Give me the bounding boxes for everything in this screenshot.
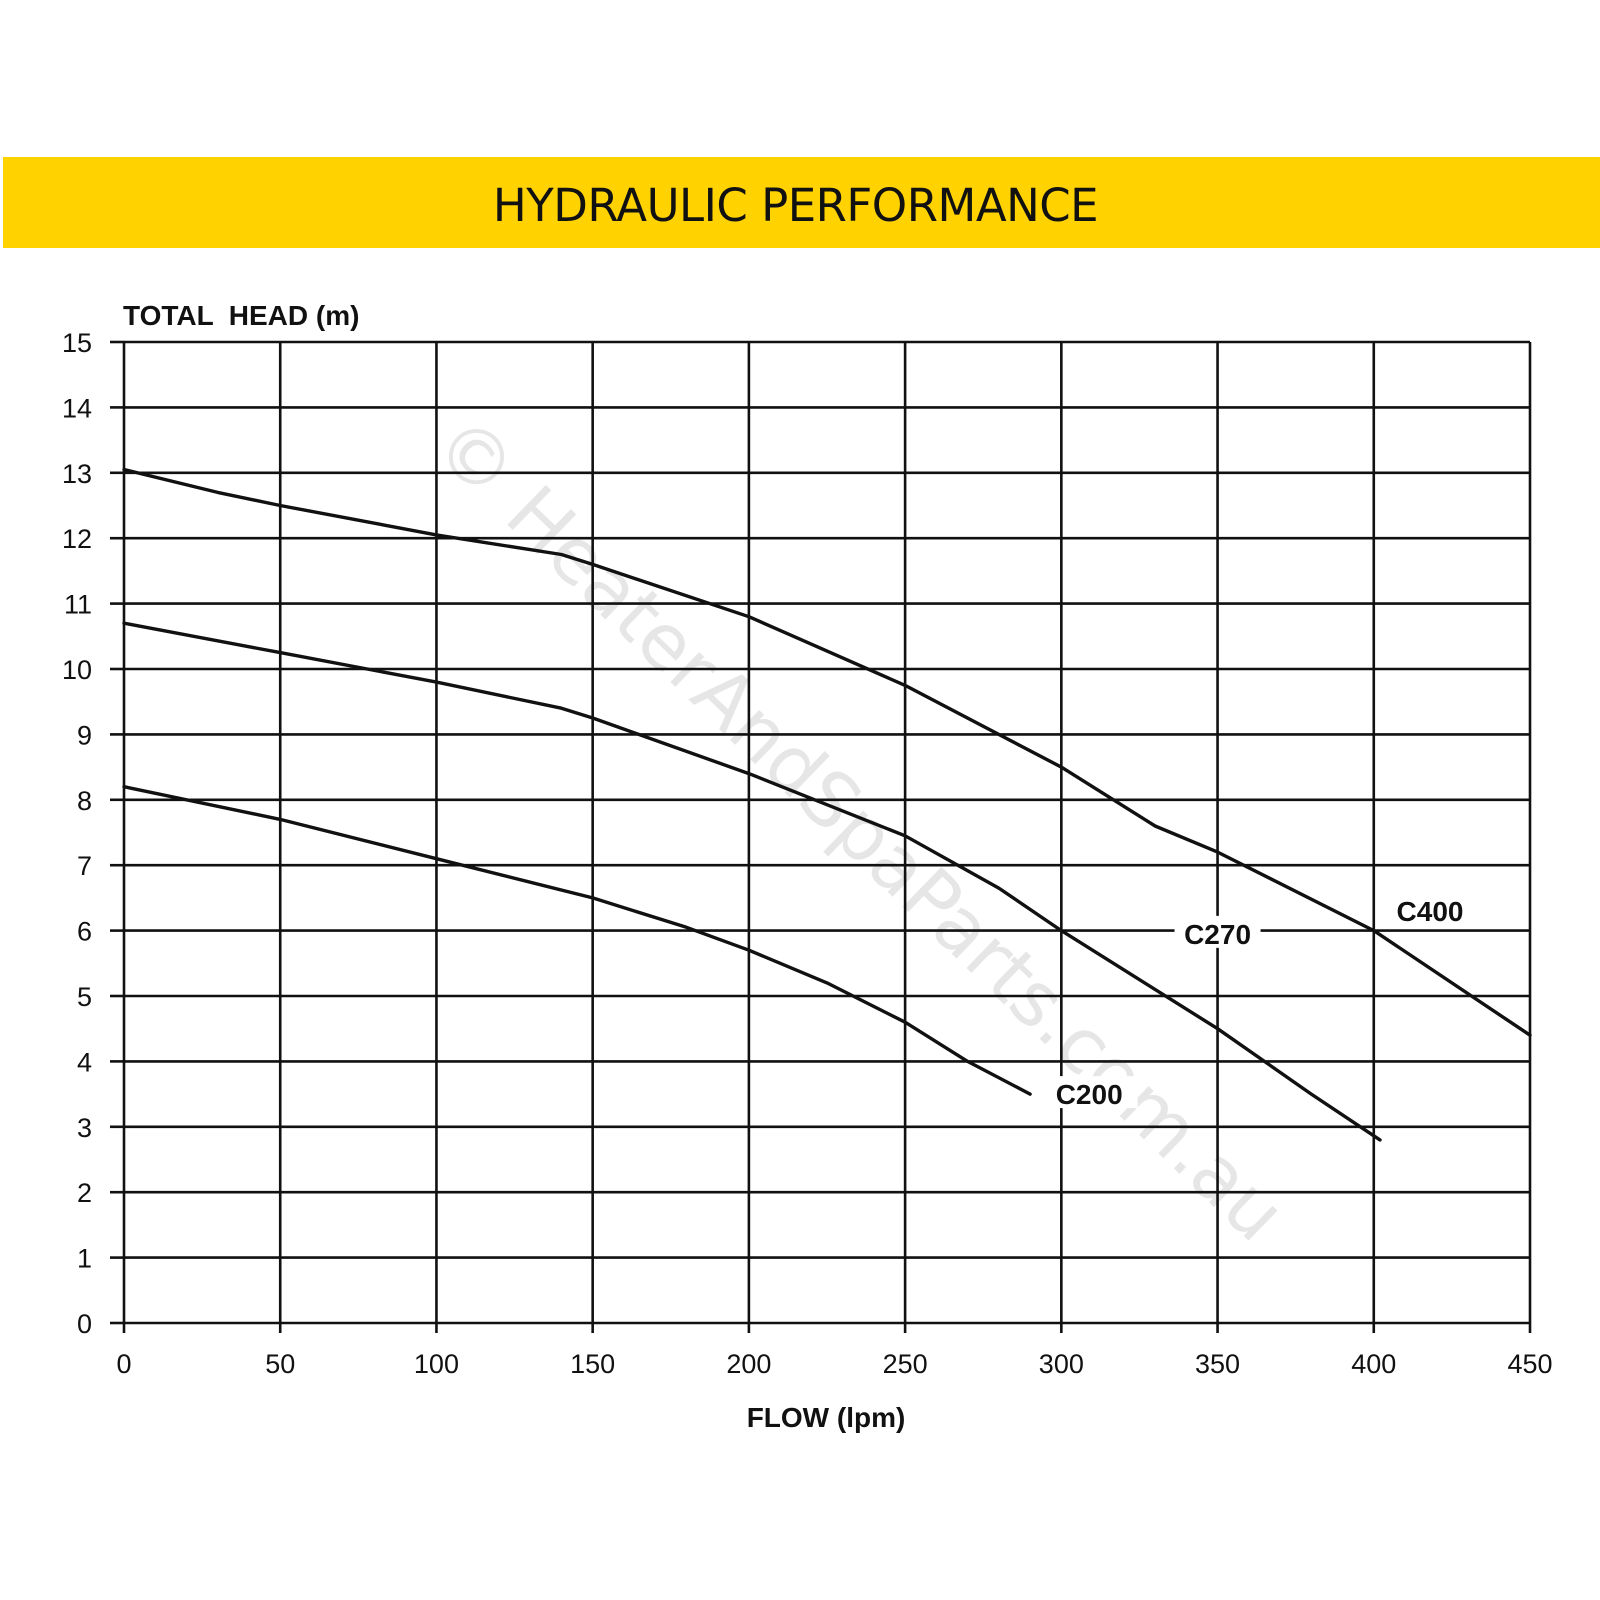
x-tick-label: 300 (1039, 1349, 1084, 1379)
y-tick-label: 13 (62, 459, 92, 489)
y-tick-label: 6 (77, 917, 92, 947)
y-tick-label: 2 (77, 1178, 92, 1208)
y-tick-label: 9 (77, 720, 92, 750)
title-banner: HYDRAULIC PERFORMANCE (3, 157, 1600, 248)
y-tick-label: 15 (62, 328, 92, 358)
x-tick-label: 350 (1195, 1349, 1240, 1379)
y-tick-label: 5 (77, 982, 92, 1012)
x-tick-label: 0 (116, 1349, 131, 1379)
x-tick-label: 200 (726, 1349, 771, 1379)
series-label-bg (1051, 1076, 1138, 1109)
y-tick-label: 7 (77, 851, 92, 881)
series-label-c270: C270 (1184, 919, 1251, 950)
grid (110, 340, 1532, 1333)
x-tick-label: 450 (1507, 1349, 1552, 1379)
y-tick-label: 8 (77, 786, 92, 816)
series-line-c400 (122, 467, 1532, 1037)
x-tick-label: 400 (1351, 1349, 1396, 1379)
y-tick-label: 10 (62, 655, 92, 685)
y-tick-label: 12 (62, 524, 92, 554)
series-label-bg (1387, 892, 1474, 925)
series (122, 467, 1532, 1142)
y-tick-label: 1 (77, 1244, 92, 1274)
y-tick-label: 0 (77, 1309, 92, 1339)
series-label-c400: C400 (1397, 896, 1464, 927)
y-tick-label: 4 (77, 1047, 92, 1077)
series-line-c200 (122, 785, 1032, 1096)
y-axis-title: TOTAL HEAD (m) (123, 300, 359, 331)
y-tick-label: 11 (64, 590, 92, 620)
series-label-bg (1174, 915, 1261, 948)
x-tick-label: 250 (883, 1349, 928, 1379)
series-labels: C200 C270 C400 (1051, 892, 1474, 1110)
series-label-c200: C200 (1056, 1079, 1123, 1110)
x-tick-label: 50 (265, 1349, 295, 1379)
y-tick-label: 14 (62, 393, 92, 423)
x-axis-title: FLOW (lpm) (747, 1402, 906, 1433)
x-tick-label: 100 (414, 1349, 459, 1379)
watermark: © HeaterAndSpaParts.com.au (417, 399, 1302, 1258)
y-tick-label: 3 (77, 1113, 92, 1143)
x-tick-label: 150 (570, 1349, 615, 1379)
series-line-c270 (122, 621, 1382, 1142)
chart-title: HYDRAULIC PERFORMANCE (492, 179, 1099, 232)
